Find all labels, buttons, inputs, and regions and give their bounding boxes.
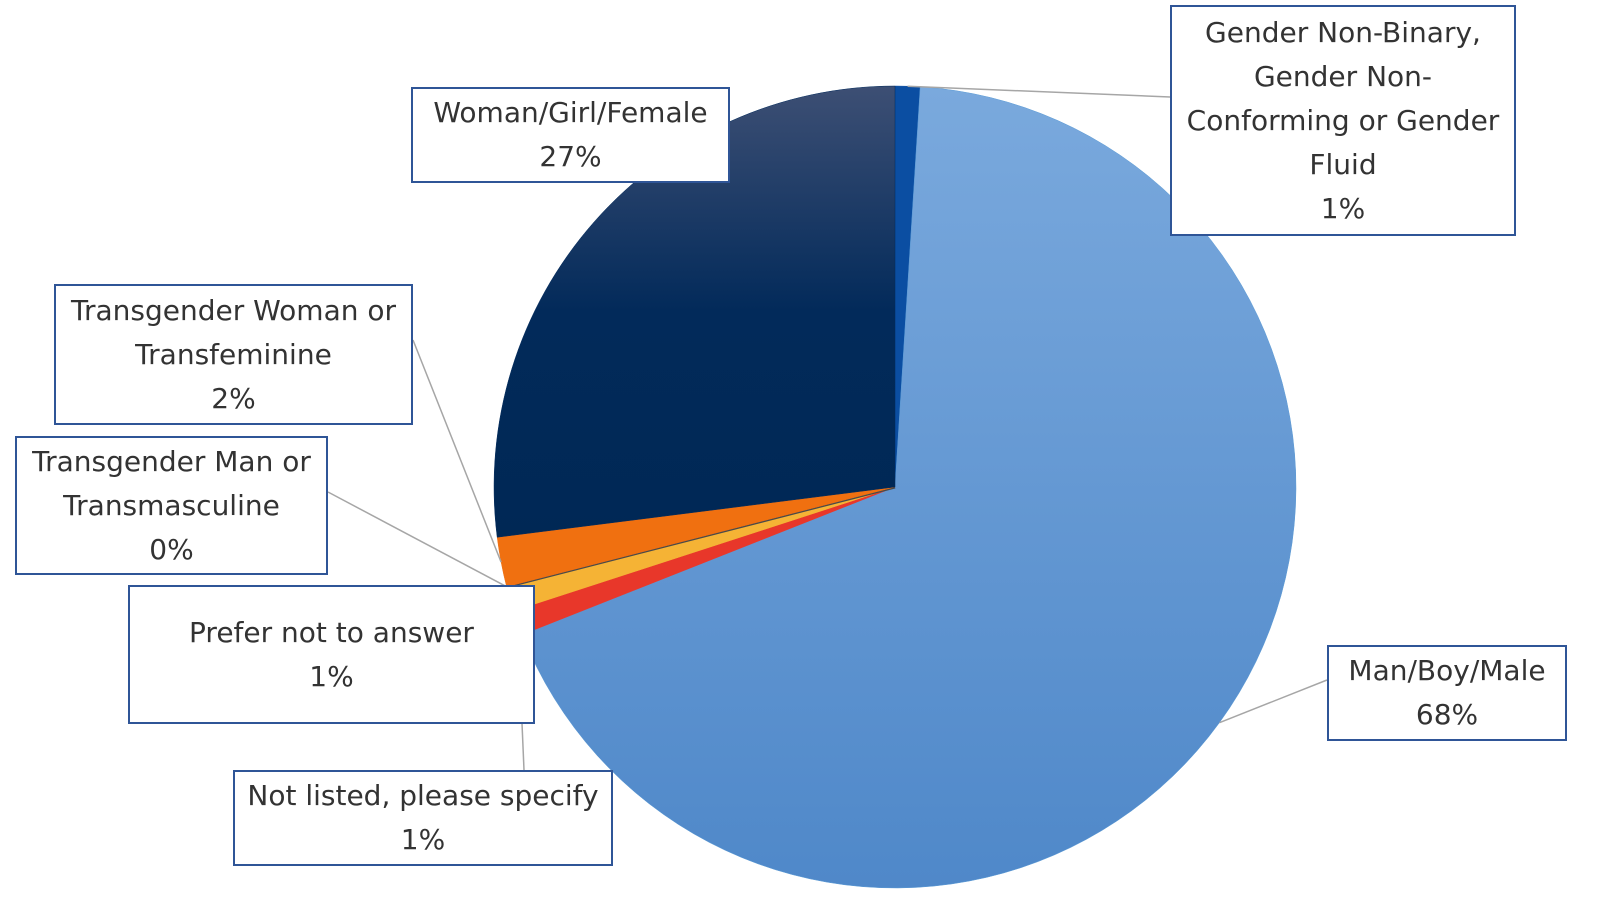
pie-slice <box>493 85 896 538</box>
data-label: Prefer not to answer 1% <box>128 585 535 724</box>
value-label: 2% <box>211 381 256 415</box>
value-label: 1% <box>1320 191 1366 225</box>
category-name: Prefer not to answer <box>189 615 474 649</box>
leader-line <box>1219 679 1328 724</box>
data-label: Man/Boy/Male 68% <box>1327 645 1567 741</box>
leader-line <box>907 85 1171 98</box>
leader-line <box>412 339 502 563</box>
data-label: Not listed, please specify 1% <box>233 770 613 866</box>
pie-slice <box>521 86 1297 889</box>
category-name: Transgender Woman or Transfeminine <box>70 293 397 371</box>
category-name: Gender Non-Binary, Gender Non-Conforming… <box>1186 15 1500 181</box>
data-label: Woman/Girl/Female 27% <box>411 87 730 183</box>
data-label: Gender Non-Binary, Gender Non-Conforming… <box>1170 5 1516 236</box>
value-label: 68% <box>1415 698 1479 731</box>
category-name: Not listed, please specify <box>247 779 599 812</box>
value-label: 1% <box>309 659 354 693</box>
data-label: Transgender Man or Transmasculine 0% <box>15 436 328 575</box>
value-label: 0% <box>149 532 194 566</box>
data-label: Transgender Woman or Transfeminine 2% <box>54 284 413 425</box>
category-name: Woman/Girl/Female <box>433 96 708 129</box>
value-label: 27% <box>539 140 602 173</box>
value-label: 1% <box>400 823 446 856</box>
leader-line <box>327 491 507 588</box>
category-name: Man/Boy/Male <box>1348 654 1546 687</box>
category-name: Transgender Man or Transmasculine <box>32 444 311 522</box>
